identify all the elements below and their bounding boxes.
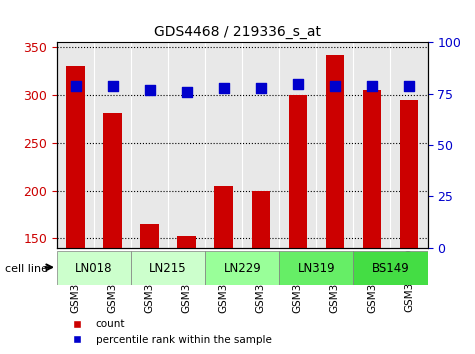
Bar [400,100,418,248]
Bar [326,55,344,248]
Bar [252,190,270,248]
Text: cell line: cell line [5,264,48,274]
FancyBboxPatch shape [131,251,205,285]
FancyBboxPatch shape [279,251,353,285]
Point [220,85,228,91]
FancyBboxPatch shape [353,251,428,285]
Point [109,83,116,88]
FancyBboxPatch shape [205,251,279,285]
Bar [363,90,381,248]
Text: LN229: LN229 [223,262,261,275]
Bar [178,236,196,248]
Point [294,81,302,86]
Text: BS149: BS149 [371,262,409,275]
Text: LN018: LN018 [76,262,113,275]
Text: GDS4468 / 219336_s_at: GDS4468 / 219336_s_at [154,25,321,39]
Point [368,83,376,88]
Text: LN215: LN215 [149,262,187,275]
Point [183,89,190,95]
Point [331,83,339,88]
Bar [104,113,122,248]
Bar [289,95,307,248]
Legend: count, percentile rank within the sample: count, percentile rank within the sample [62,315,276,349]
Text: LN319: LN319 [297,262,335,275]
Point [146,87,153,92]
Point [72,83,79,88]
Bar [215,186,233,248]
Point [257,85,265,91]
FancyBboxPatch shape [57,251,131,285]
Bar [66,66,85,248]
Point [405,83,413,88]
Bar [141,224,159,248]
